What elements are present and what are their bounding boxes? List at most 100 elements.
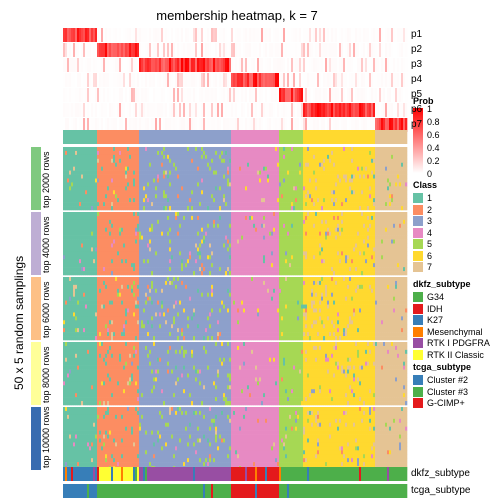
membership-cell [181,88,184,102]
membership-cell [149,28,152,42]
sampling-cell [171,182,174,187]
sampling-cell [363,150,366,156]
sampling-cell [171,219,174,225]
sampling-cell [75,227,78,232]
membership-cell [117,58,120,72]
sampling-cell [179,212,182,217]
membership-cell [391,73,394,87]
sampling-cell [127,170,130,175]
sampling-cell [157,206,160,211]
sampling-cell [385,190,388,195]
membership-cell [311,118,314,132]
sampling-cell [355,174,358,179]
membership-cell [323,88,326,102]
sampling-cell [111,147,114,152]
membership-cell [265,73,268,87]
sampling-cell [83,158,86,164]
sampling-cell [273,206,276,211]
sampling-cell [75,154,78,160]
sampling-cell [123,198,126,203]
membership-cell [231,118,234,132]
sampling-cell [105,194,108,199]
sampling-cell [389,212,392,217]
sampling-cell [327,147,330,152]
sampling-cell [89,202,92,207]
sampling-cell [239,147,242,152]
sampling-cell [355,206,358,211]
sampling-cell [369,147,372,152]
class-bar-cell [317,130,320,144]
membership-cell [199,43,202,57]
membership-cell [67,58,70,72]
membership-cell [333,43,336,57]
sampling-cell [163,223,166,229]
sampling-cell [265,219,268,225]
sampling-cell [169,190,172,195]
class-bar-cell [299,130,302,144]
sampling-cell [231,162,234,167]
sampling-cell [237,162,240,167]
sampling-cell [199,166,202,171]
sampling-cell [343,186,346,191]
sampling-cell [199,162,202,167]
sampling-cell [123,202,126,207]
sampling-cell [263,174,266,179]
sampling-cell [173,202,176,207]
sampling-cell [315,182,318,187]
sampling-cell [265,223,268,229]
sampling-cell [339,150,342,156]
sampling-cell [69,174,72,179]
sampling-cell [147,186,150,191]
sampling-cell [309,219,312,225]
sampling-cell [351,186,354,191]
sampling-cell [307,162,310,167]
sampling-cell [405,162,408,167]
sampling-cell [313,223,316,229]
sampling-cell [85,170,88,175]
sampling-cell [179,215,182,221]
membership-cell [195,118,198,132]
sampling-cell [275,219,278,225]
sampling-cell [169,166,172,171]
sampling-cell [203,202,206,207]
sampling-cell [137,147,140,152]
sampling-cell [127,186,130,191]
sampling-cell [237,194,240,199]
sampling-cell [381,194,384,199]
class-bar-cell [175,130,178,144]
membership-cell [179,73,182,87]
sampling-cell [311,170,314,175]
sampling-cell [115,212,118,217]
sampling-cell [73,186,76,191]
sampling-cell [83,227,86,232]
membership-cell [273,43,276,57]
sampling-cell [399,194,402,199]
membership-cell [105,43,108,57]
membership-cell [327,43,330,57]
membership-cell [395,58,398,72]
membership-cell [121,88,124,102]
membership-cell [389,118,392,132]
sampling-cell [367,190,370,195]
membership-cell [325,73,328,87]
membership-cell [139,88,142,102]
sampling-cell [261,194,264,199]
sampling-cell [393,162,396,167]
sampling-cell [309,212,312,217]
sampling-cell [261,158,264,164]
sampling-cell [177,198,180,203]
sampling-cell [327,202,330,207]
sampling-cell [87,174,90,179]
membership-cell [157,88,160,102]
sampling-cell [167,166,170,171]
sampling-cell [139,186,142,191]
sampling-cell [303,206,306,211]
sampling-cell [263,198,266,203]
membership-cell [199,103,202,117]
sampling-cell [193,223,196,229]
sampling-cell [237,182,240,187]
sampling-cell [279,150,282,156]
sampling-cell [133,212,136,217]
sampling-cell [177,190,180,195]
class-bar-cell [341,130,344,144]
